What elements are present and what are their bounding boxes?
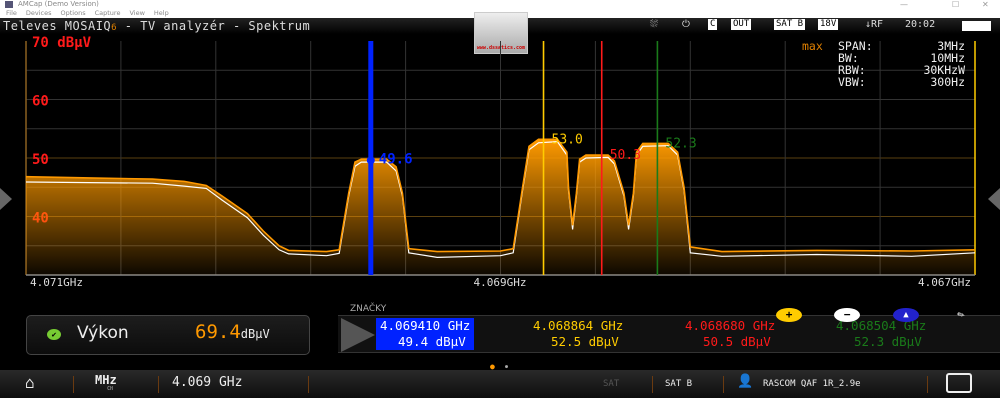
sat-icon: SAT [603,379,620,389]
minimize-button[interactable]: — [900,0,908,9]
page-dot[interactable]: ● [505,364,509,370]
unit-sub: CH [107,386,114,392]
power-number: 69.4 [195,321,241,343]
setting-key: RBW: [838,63,866,77]
y-tick-label: 50 [32,152,49,168]
page-dot-active[interactable]: ● [490,362,495,371]
menu-view[interactable]: View [129,9,145,17]
unit-label: MHz [95,373,117,387]
setting-value: 3MHz [937,39,965,53]
title-suffix: 6 [111,23,118,33]
menu-capture[interactable]: Capture [94,9,121,17]
marker-2-readout[interactable]: 4.068864 GHz 52.5 dBµV [533,318,623,350]
status-time: 20:02 [905,19,936,30]
power-unit: dBµV [240,327,270,341]
add-marker-button[interactable]: + [776,308,802,322]
menu-file[interactable]: File [6,9,17,17]
marker-peak-label: 53.0 [552,132,583,147]
y-tick-label: 70 dBµV [32,35,92,51]
user-icon: 👤 [737,374,754,389]
center-frequency[interactable]: 4.069 GHz [172,375,243,390]
unit-toggle-button[interactable]: MHz CH [95,373,117,392]
app-title: Televes MOSAIQ6 - TV analyzér - Spektrum [3,19,310,33]
status-sat: SAT B [774,19,806,30]
marker-frequency: 4.069410 GHz [380,318,471,333]
menu-devices[interactable]: Devices [25,9,52,17]
window-title: AMCap (Demo Version) [18,0,99,8]
marker-4-readout[interactable]: 4.068504 GHz 52.3 dBµV [836,318,926,350]
marker-frequency: 4.068864 GHz [533,318,624,333]
power-value: 69.4dBµV [195,321,270,343]
close-button[interactable]: ✕ [982,0,989,9]
markers-title: ZNAČKY [350,304,387,314]
pan-left-handle[interactable] [0,188,12,210]
marker-3-readout[interactable]: 4.068680 GHz 50.5 dBµV [685,318,775,350]
setting-value: 10MHz [930,51,965,65]
x-tick-label: 4.067GHz [918,276,971,289]
profile-label[interactable]: RASCOM QAF 1R_2.9e [763,379,861,389]
marker-level: 52.3 dBµV [854,334,922,349]
pan-right-handle[interactable] [988,188,1000,210]
setting-value: 30KHzW [923,63,965,77]
markers-panel: 4.069410 GHz 49.4 dBµV 4.068864 GHz 52.5 dB… [338,315,1000,353]
status-voltage: 18V [818,19,839,30]
power-label: Výkon [77,323,129,343]
battery-icon [962,21,991,31]
setting-value: 300Hz [930,75,965,89]
spectrum-analyzer: Televes MOSAIQ6 - TV analyzér - Spektrum… [0,12,1000,398]
check-icon: ✔ [47,329,61,340]
marker-peak-label: 49.6 [379,151,413,167]
power-plug-icon: ⏻ [682,19,690,30]
title-main: Televes MOSAIQ [3,19,112,33]
status-input: ↓RF [865,19,884,30]
home-button[interactable]: ⌂ [25,373,35,392]
marker-peak-label: 52.3 [665,137,696,152]
menu-options[interactable]: Options [60,9,86,17]
marker-level: 49.4 dBµV [398,334,466,349]
trace-fill-max [26,139,975,275]
window-title-bar: AMCap (Demo Version) — ☐ ✕ [0,0,1000,9]
trace-max [25,138,976,253]
maximize-button[interactable]: ☐ [952,0,960,9]
setting-key: VBW: [838,75,866,89]
x-tick-label: 4.071GHz [30,276,83,289]
marker-select-button[interactable] [341,318,375,352]
bottom-bar: ⌂ MHz CH 4.069 GHz SAT SAT B 👤 RASCOM QAF… [0,370,1000,398]
status-c: C [708,19,718,30]
spectrum-plot: 70 dBµV6050404.071GHz4.069GHz4.067GHz49.… [25,35,976,289]
marker-level: 52.5 dBµV [551,334,619,349]
trace-mode: max [802,39,823,53]
setting-key: BW: [838,51,859,65]
menu-bar: File Devices Options Capture View Help [0,9,1000,18]
marker-1-readout[interactable]: 4.069410 GHz 49.4 dBµV [376,318,475,350]
y-tick-label: 60 [32,94,49,110]
title-rest: - TV analyzér - Spektrum [117,19,311,33]
delta-marker-button[interactable]: ▲ [893,308,919,322]
power-readout: ✔ Výkon 69.4dBµV [26,315,310,355]
marker-dot [366,156,375,165]
marker-level: 50.5 dBµV [703,334,771,349]
band-label[interactable]: SAT B [665,379,693,389]
app-icon [5,1,13,8]
remove-marker-button[interactable]: − [834,308,860,322]
marker-frequency: 4.068680 GHz [685,318,776,333]
satellite-dish-icon: ⛆ [650,19,658,30]
setting-key: SPAN: [838,39,873,53]
marker-peak-label: 50.3 [610,148,641,163]
menu-help[interactable]: Help [153,9,169,17]
x-tick-label: 4.069GHz [474,276,527,289]
save-icon[interactable] [946,373,972,393]
status-out: OUT [731,19,752,30]
